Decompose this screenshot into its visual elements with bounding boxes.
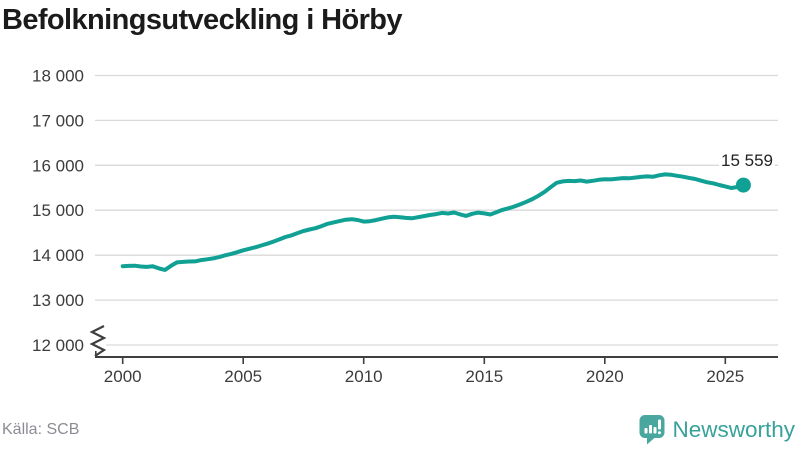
y-tick-label: 13 000	[32, 291, 84, 310]
newsworthy-logo[interactable]: Newsworthy	[639, 413, 795, 447]
newsworthy-icon	[639, 415, 665, 445]
y-tick-label: 12 000	[32, 336, 84, 355]
x-tick-label: 2005	[224, 367, 262, 386]
population-line	[120, 172, 746, 272]
brand-name: Newsworthy	[672, 417, 795, 442]
source-label: Källa: SCB	[2, 421, 80, 438]
y-tick-label: 18 000	[32, 67, 84, 86]
axis-break-icon	[89, 325, 107, 357]
x-tick-label: 2025	[706, 367, 744, 386]
y-tick-label: 17 000	[32, 111, 84, 130]
y-tick-label: 15 000	[32, 201, 84, 220]
endpoint-dot	[735, 177, 751, 193]
y-tick-label: 16 000	[32, 156, 84, 175]
endpoint-value-label: 15 559	[719, 151, 775, 171]
x-tick-label: 2000	[104, 367, 142, 386]
x-tick-label: 2015	[465, 367, 503, 386]
chart-title: Befolkningsutveckling i Hörby	[2, 4, 403, 36]
x-tick-label: 2020	[586, 367, 624, 386]
x-tick-label: 2010	[345, 367, 383, 386]
y-tick-label: 14 000	[32, 246, 84, 265]
